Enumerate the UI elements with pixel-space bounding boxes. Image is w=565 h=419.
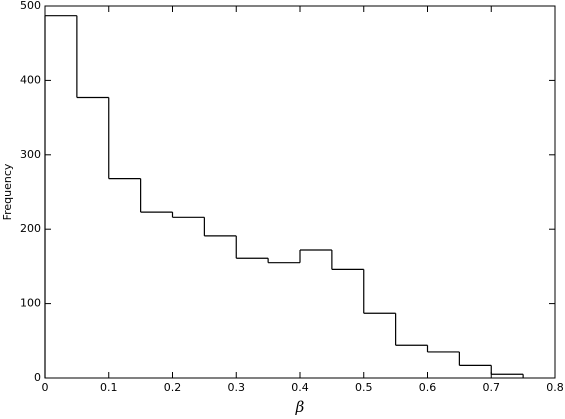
x-tick-label: 0.1	[100, 381, 118, 394]
x-tick-label: 0.6	[419, 381, 437, 394]
y-tick-label: 100	[20, 297, 41, 310]
x-tick-label: 0.5	[355, 381, 373, 394]
x-tick-label: 0.7	[483, 381, 501, 394]
y-axis-label: Frequency	[1, 163, 14, 220]
x-tick-label: 0.8	[546, 381, 564, 394]
y-tick-label: 200	[20, 222, 41, 235]
x-tick-label: 0.3	[228, 381, 246, 394]
plot-frame	[44, 5, 556, 379]
y-tick-label: 500	[20, 0, 41, 12]
y-tick-label: 300	[20, 148, 41, 161]
y-tick-label: 0	[34, 371, 41, 384]
x-axis-label: β	[295, 398, 305, 416]
x-tick-label: 0	[42, 381, 49, 394]
y-tick-label: 400	[20, 73, 41, 86]
x-tick-label: 0.4	[291, 381, 309, 394]
x-tick-label: 0.2	[164, 381, 182, 394]
